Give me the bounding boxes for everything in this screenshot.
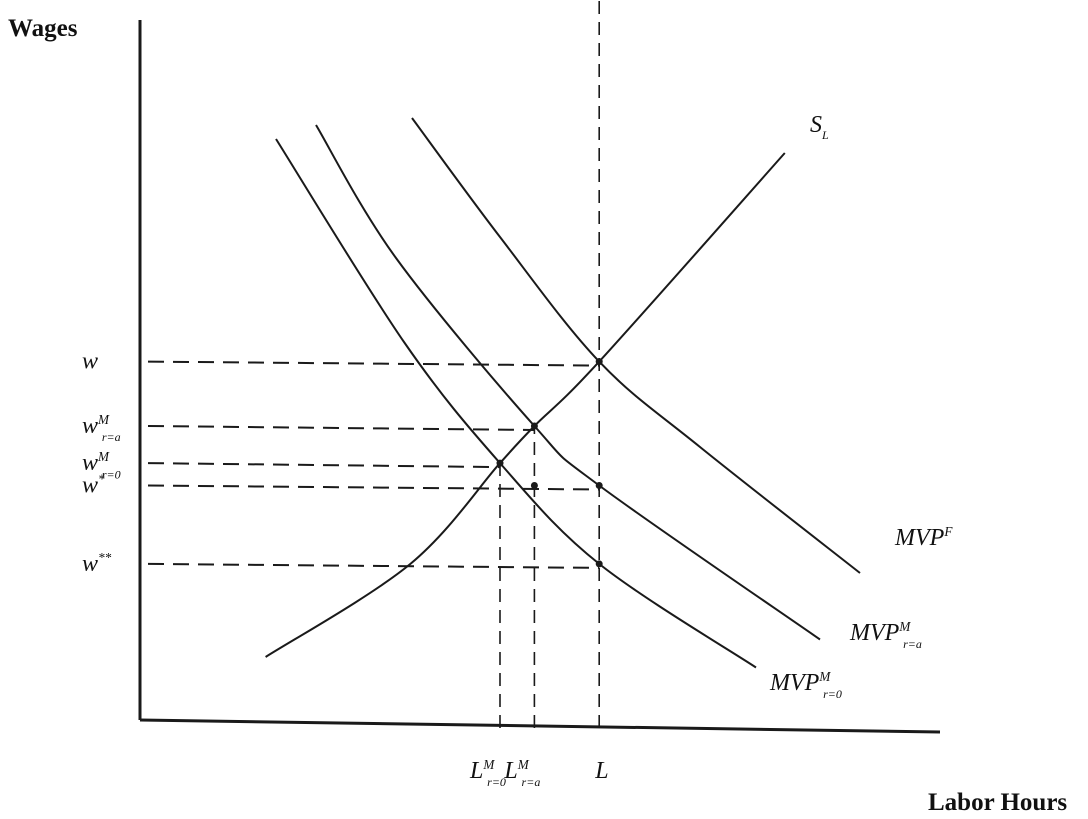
y-tick-label-w-m-r0: wM r=0 — [82, 449, 121, 481]
supply-curve — [265, 152, 786, 658]
intersection-point — [595, 560, 603, 568]
y-tick-label-w: w — [82, 349, 98, 375]
x-tick-label-l-m-r0: LM r=0 — [469, 757, 506, 789]
intersection-point — [595, 358, 603, 366]
curves — [265, 117, 861, 669]
x-axis — [139, 718, 941, 734]
mvp-m-r0-curve — [275, 138, 757, 669]
h-guide-line — [147, 360, 600, 367]
x-tick-labels: LM r=0LM r=a L — [469, 757, 609, 789]
intersection-point — [595, 482, 603, 489]
y-axis-label: Wages — [8, 15, 78, 42]
mvp-m-r0-label: MVPM r=0 — [769, 669, 842, 701]
x-tick-label-l: L — [594, 758, 608, 784]
x-tick-label-l-m-ra: LM r=a — [503, 757, 540, 789]
supply-label: SL — [810, 112, 829, 142]
y-tick-label-w-starstar: w** — [82, 550, 112, 577]
y-tick-labels: w wM r=a wM r=0w* w** — [82, 349, 121, 577]
intersection-points — [496, 358, 603, 568]
intersection-point — [496, 459, 504, 467]
h-guide-line — [147, 484, 600, 491]
y-tick-label-w-m-ra: wM r=a — [82, 412, 121, 444]
guide-lines — [147, 0, 601, 728]
intersection-point — [530, 422, 538, 430]
intersection-point — [530, 482, 538, 489]
y-tick-label-w-star: w* — [82, 471, 105, 498]
mvp-m-ra-curve — [315, 124, 821, 641]
mvp-f-curve — [411, 117, 861, 574]
h-guide-line — [147, 425, 535, 431]
x-axis-label: Labor Hours — [928, 789, 1067, 816]
h-guide-line — [147, 562, 600, 569]
mvp-m-ra-label: MVPM r=a — [849, 619, 922, 651]
h-guide-line — [147, 462, 501, 469]
mvp-f-label: MVPF — [894, 524, 953, 551]
